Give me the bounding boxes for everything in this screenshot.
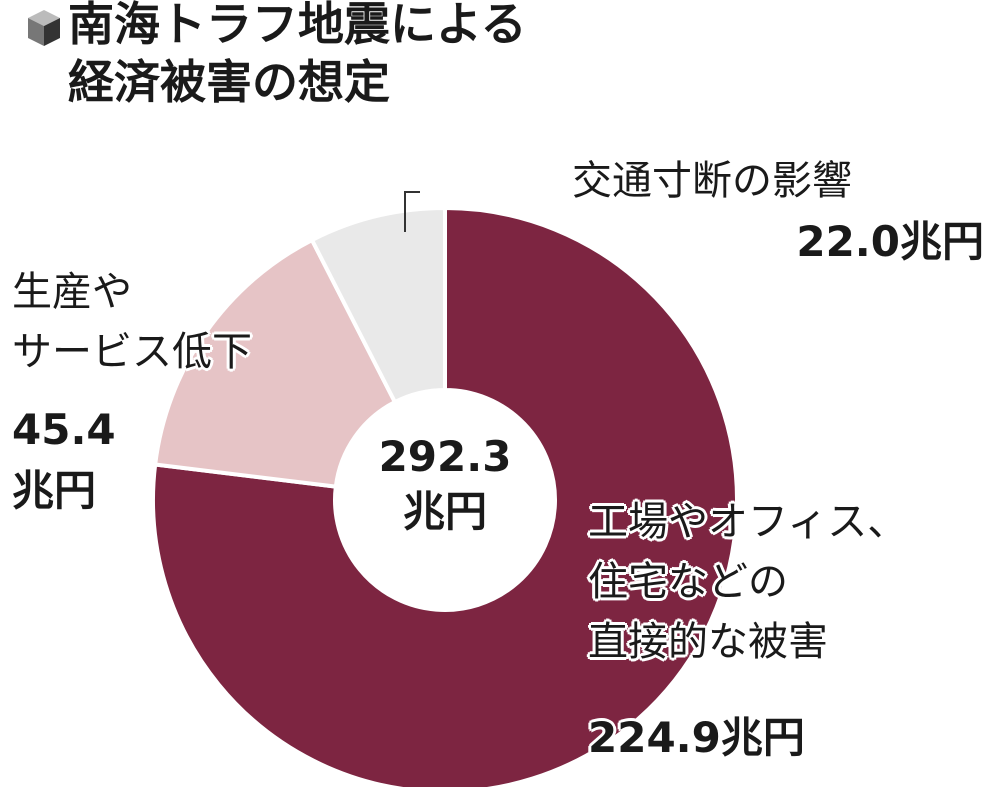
- donut-segment: [309, 205, 447, 405]
- center-label: 292.3 兆円: [378, 432, 512, 536]
- donut-segment: [152, 237, 398, 489]
- value-label: 45.4 兆円: [12, 405, 116, 515]
- category-label: 交通寸断の影響: [572, 158, 852, 204]
- value-label: 22.0兆円: [796, 217, 984, 266]
- value-label: 224.9兆円: [588, 713, 805, 762]
- title-icon: [28, 10, 60, 46]
- category-label: 生産や サービス低下: [12, 269, 252, 375]
- leader-line: [404, 191, 420, 232]
- donut-segment: [151, 205, 739, 787]
- chart-title: 南海トラフ地震による 経済被害の想定: [68, 0, 527, 109]
- category-label: 工場やオフィス、 住宅などの 直接的な被害: [588, 499, 908, 665]
